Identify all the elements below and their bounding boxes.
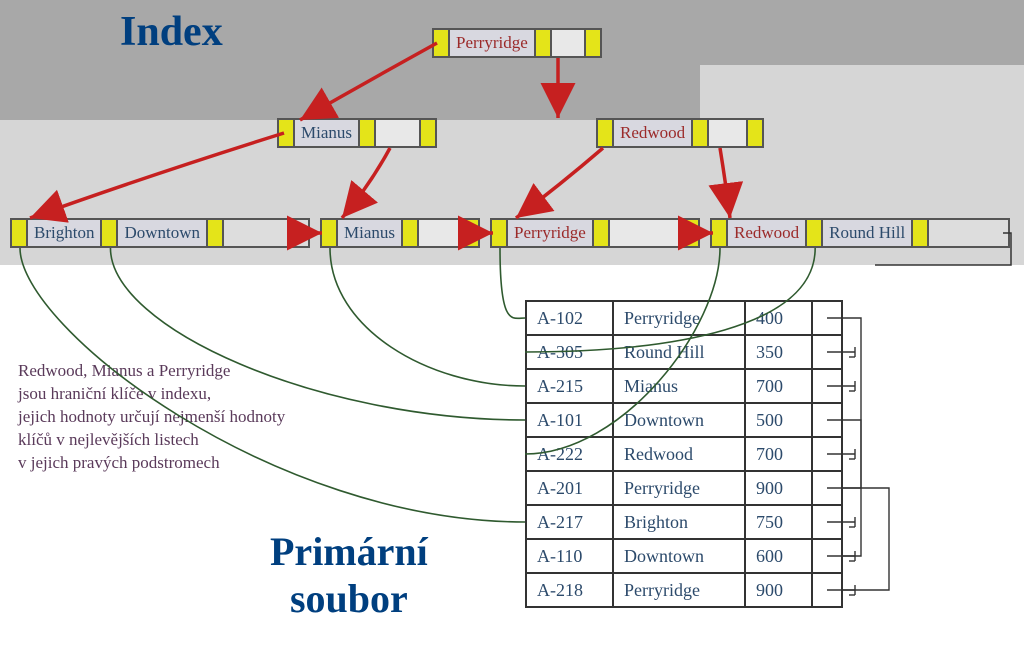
node-key: Mianus xyxy=(338,220,403,246)
cell-amt: 900 xyxy=(745,573,812,607)
pointer-cell xyxy=(12,220,28,246)
table-row: A-102Perryridge400 xyxy=(526,301,842,335)
note-line: klíčů v nejlevějších listech xyxy=(18,429,285,452)
pointer-cell xyxy=(594,220,610,246)
pointer-cell xyxy=(208,220,224,246)
note-line: Redwood, Mianus a Perryridge xyxy=(18,360,285,383)
table-row: A-201Perryridge900 xyxy=(526,471,842,505)
btree-node: Mianus xyxy=(320,218,480,248)
pointer-cell xyxy=(403,220,419,246)
note-text: Redwood, Mianus a Perryridge jsou hranič… xyxy=(18,360,285,475)
table-row: A-222Redwood700 xyxy=(526,437,842,471)
node-key: Mianus xyxy=(295,120,360,146)
cell-ptr xyxy=(812,403,842,437)
pointer-cell xyxy=(492,220,508,246)
node-key: Redwood xyxy=(614,120,693,146)
empty-key xyxy=(376,120,421,146)
cell-ptr xyxy=(812,369,842,403)
note-line: jsou hraniční klíče v indexu, xyxy=(18,383,285,406)
cell-branch: Perryridge xyxy=(613,573,745,607)
table-row: A-215Mianus700 xyxy=(526,369,842,403)
primary-file-table: A-102Perryridge400A-305Round Hill350A-21… xyxy=(525,300,843,608)
table-row: A-305Round Hill350 xyxy=(526,335,842,369)
pointer-cell xyxy=(712,220,728,246)
cell-amt: 500 xyxy=(745,403,812,437)
pointer-cell xyxy=(598,120,614,146)
cell-amt: 750 xyxy=(745,505,812,539)
btree-node: Brighton Downtown xyxy=(10,218,310,248)
cell-branch: Redwood xyxy=(613,437,745,471)
note-line: v jejich pravých podstromech xyxy=(18,452,285,475)
empty-key xyxy=(552,30,586,56)
pointer-cell xyxy=(434,30,450,56)
cell-id: A-101 xyxy=(526,403,613,437)
cell-ptr xyxy=(812,437,842,471)
pointer-cell xyxy=(464,220,478,246)
node-key: Perryridge xyxy=(508,220,594,246)
cell-id: A-305 xyxy=(526,335,613,369)
pointer-cell xyxy=(322,220,338,246)
cell-id: A-110 xyxy=(526,539,613,573)
node-key: Redwood xyxy=(728,220,807,246)
pointer-cell xyxy=(913,220,929,246)
cell-ptr xyxy=(812,471,842,505)
cell-amt: 700 xyxy=(745,437,812,471)
pointer-cell xyxy=(807,220,823,246)
table-row: A-101Downtown500 xyxy=(526,403,842,437)
pointer-cell xyxy=(748,120,762,146)
title-primary: Primární soubor xyxy=(270,528,428,622)
pointer-cell xyxy=(421,120,435,146)
cell-id: A-218 xyxy=(526,573,613,607)
cell-id: A-215 xyxy=(526,369,613,403)
cell-ptr xyxy=(812,505,842,539)
node-key: Round Hill xyxy=(823,220,913,246)
title-index: Index xyxy=(120,8,223,56)
cell-branch: Brighton xyxy=(613,505,745,539)
btree-node: Redwood Round Hill xyxy=(710,218,1010,248)
pointer-cell xyxy=(693,120,709,146)
cell-id: A-201 xyxy=(526,471,613,505)
cell-amt: 350 xyxy=(745,335,812,369)
btree-node: Perryridge xyxy=(490,218,700,248)
cell-amt: 900 xyxy=(745,471,812,505)
pointer-cell xyxy=(102,220,118,246)
cell-branch: Perryridge xyxy=(613,471,745,505)
cell-ptr xyxy=(812,301,842,335)
btree-node: Mianus xyxy=(277,118,437,148)
cell-ptr xyxy=(812,573,842,607)
pointer-cell xyxy=(360,120,376,146)
cell-id: A-102 xyxy=(526,301,613,335)
cell-branch: Mianus xyxy=(613,369,745,403)
note-line: jejich hodnoty určují nejmenší hodnoty xyxy=(18,406,285,429)
cell-amt: 600 xyxy=(745,539,812,573)
cell-branch: Perryridge xyxy=(613,301,745,335)
pointer-cell xyxy=(684,220,698,246)
cell-id: A-222 xyxy=(526,437,613,471)
table-row: A-218Perryridge900 xyxy=(526,573,842,607)
btree-node: Perryridge xyxy=(432,28,602,58)
empty-key xyxy=(419,220,464,246)
cell-amt: 700 xyxy=(745,369,812,403)
cell-amt: 400 xyxy=(745,301,812,335)
pointer-cell xyxy=(536,30,552,56)
btree-node: Redwood xyxy=(596,118,764,148)
pointer-cell xyxy=(586,30,600,56)
table-row: A-217Brighton750 xyxy=(526,505,842,539)
node-key: Downtown xyxy=(118,220,208,246)
table-row: A-110Downtown600 xyxy=(526,539,842,573)
cell-branch: Downtown xyxy=(613,539,745,573)
empty-key xyxy=(610,220,684,246)
node-key: Brighton xyxy=(28,220,102,246)
cell-branch: Downtown xyxy=(613,403,745,437)
cell-id: A-217 xyxy=(526,505,613,539)
empty-key xyxy=(709,120,748,146)
cell-ptr xyxy=(812,335,842,369)
cell-ptr xyxy=(812,539,842,573)
node-key: Perryridge xyxy=(450,30,536,56)
cell-branch: Round Hill xyxy=(613,335,745,369)
pointer-cell xyxy=(279,120,295,146)
